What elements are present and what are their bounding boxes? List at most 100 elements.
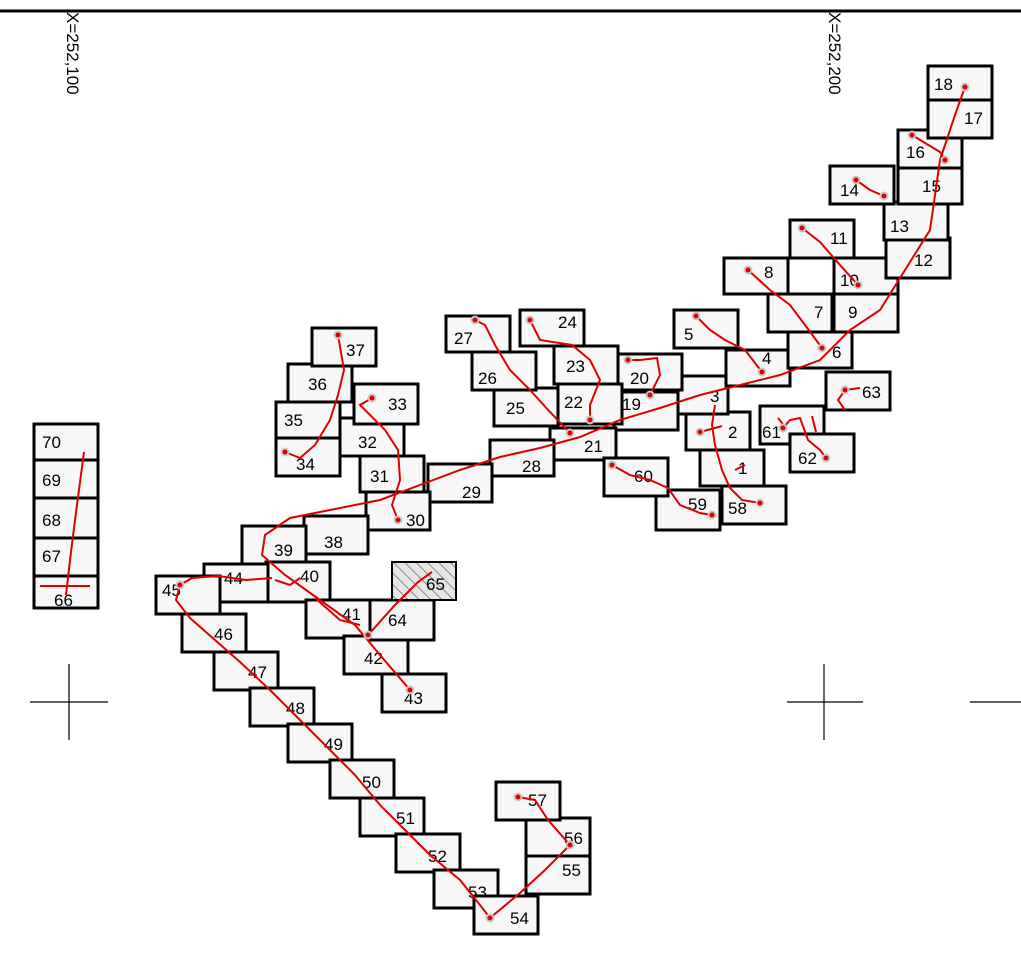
frame-label: 48 (286, 699, 305, 718)
frame-label: 60 (634, 467, 653, 486)
frame-box (494, 780, 562, 822)
frame-26: 26 (470, 350, 538, 392)
frame-25: 25 (492, 386, 560, 428)
frame-label: 21 (584, 437, 603, 456)
frame-label: 62 (798, 449, 817, 468)
track-segment-70-66 (65, 451, 85, 596)
track-point (565, 840, 575, 850)
track-segment-11-9 (801, 227, 859, 286)
track-point (280, 447, 290, 457)
frame-label: 36 (308, 375, 327, 394)
frame-label: 17 (964, 109, 983, 128)
frame-label: 50 (362, 773, 381, 792)
frame-label: 7 (814, 303, 823, 322)
frame-67: 67 (32, 536, 100, 578)
frame-label: 49 (324, 735, 343, 754)
frame-label: 61 (762, 423, 781, 442)
track-point (778, 423, 788, 433)
frame-label: 67 (42, 547, 61, 566)
track-point (333, 330, 343, 340)
track-segment-14-15 (855, 179, 885, 197)
frame-18: 18 (926, 64, 994, 102)
frame-label: 54 (510, 909, 529, 928)
frame-label: 22 (564, 393, 583, 412)
frame-label: 28 (522, 457, 541, 476)
frame-label: 3 (710, 387, 719, 406)
frame-43: 43 (380, 672, 448, 714)
frame-49: 49 (286, 722, 354, 764)
frame-box (612, 390, 680, 432)
track-point (367, 393, 377, 403)
frame-label: 69 (42, 471, 61, 490)
track-point (907, 130, 917, 140)
frame-label: 14 (840, 181, 859, 200)
frame-label: 68 (42, 511, 61, 530)
frame-15: 15 (896, 166, 964, 206)
frame-2: 2 (684, 410, 752, 452)
frame-label: 18 (934, 75, 953, 94)
frame-label: 40 (300, 567, 319, 586)
track-segment-33-30 (358, 397, 402, 521)
frame-box (882, 200, 950, 242)
frame-box (472, 894, 540, 936)
frame-box (302, 514, 370, 556)
track-segment-24-22 (529, 319, 602, 420)
frame-24: 24 (518, 308, 586, 348)
frame-box (32, 422, 100, 462)
track-point (851, 175, 861, 185)
axis-label-left: X=252,100 (63, 12, 82, 95)
frame-45: 45 (154, 574, 222, 616)
frame-label: 29 (462, 483, 481, 502)
track-point (840, 385, 850, 395)
frame-label: 58 (728, 499, 747, 518)
frame-28: 28 (488, 438, 556, 478)
track-point (645, 390, 655, 400)
frame-box (310, 326, 378, 368)
track-point (817, 343, 827, 353)
track-segment-1 (734, 464, 746, 471)
axis-label-right: X=252,200 (825, 12, 844, 95)
frame-box (720, 484, 788, 526)
frame-label: 42 (364, 649, 383, 668)
frame-5: 5 (672, 308, 740, 350)
frame-box (654, 488, 722, 532)
frame-label: 19 (622, 395, 641, 414)
track-segment-5-4 (695, 315, 763, 373)
frame-label: 39 (274, 541, 293, 560)
frame-box (248, 686, 316, 728)
frame-42: 42 (342, 634, 410, 676)
frame-box (672, 308, 740, 350)
frame-12: 12 (884, 236, 952, 280)
frame-box (548, 426, 618, 462)
frame-19: 19 (612, 390, 680, 432)
track-point (513, 792, 523, 802)
track-segment-2 (699, 425, 723, 433)
track-segment-main-diagonal (260, 86, 966, 691)
frame-13: 13 (882, 200, 950, 242)
frame-box (896, 166, 964, 206)
track-point (585, 415, 595, 425)
flight-track (40, 82, 970, 923)
frame-label: 31 (370, 467, 389, 486)
frame-label: 33 (388, 395, 407, 414)
track-segment-40 (274, 577, 301, 587)
frame-label: 37 (346, 341, 365, 360)
frame-box (274, 436, 342, 478)
frame-36: 36 (286, 362, 354, 404)
frame-34: 34 (274, 436, 342, 478)
frame-label: 38 (324, 533, 343, 552)
track-segment-20-19 (628, 356, 662, 396)
frame-label: 8 (764, 263, 773, 282)
frame-box (698, 448, 766, 488)
frame-label: 9 (848, 303, 857, 322)
frame-label: 12 (914, 251, 933, 270)
track-point (405, 685, 415, 695)
track-point (695, 427, 705, 437)
frame-box (832, 292, 900, 334)
frame-64: 64 (368, 598, 436, 642)
track-point (743, 265, 753, 275)
frame-box (328, 758, 396, 800)
frame-box (32, 536, 100, 578)
frame-label: 6 (832, 343, 841, 362)
frame-box (286, 722, 354, 764)
